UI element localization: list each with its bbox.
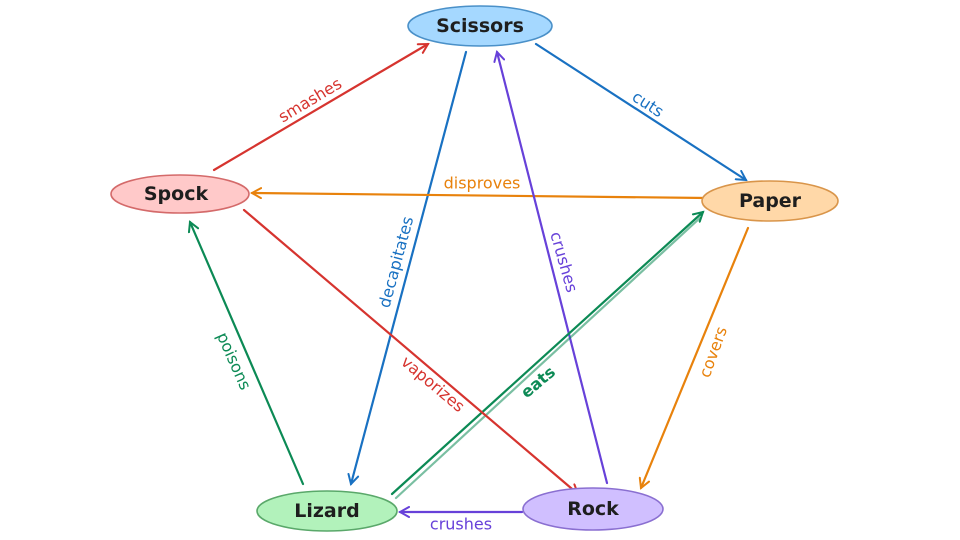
edge-line: [641, 226, 750, 488]
edge-spock-smashes-scissors: smashes: [212, 42, 428, 172]
edge-rock-crushes-scissors: crushes: [497, 52, 609, 485]
edge-line: [534, 42, 746, 180]
edge-lizard-poisons-spock: poisons: [190, 222, 305, 486]
node-scissors-ellipse: [408, 6, 552, 46]
node-paper-outline: [701, 180, 839, 222]
node-spock-label: Spock: [144, 183, 209, 205]
edge-line: [252, 193, 709, 200]
node-scissors[interactable]: Scissors: [407, 5, 553, 47]
node-scissors-label: Scissors: [436, 15, 524, 37]
edge-label-crushes: crushes: [430, 515, 492, 534]
edge-label-disproves: disproves: [444, 174, 521, 193]
edge-scissors-cuts-paper: cuts: [534, 42, 746, 180]
edge-label-covers: covers: [695, 324, 731, 380]
node-lizard-ellipse: [257, 491, 397, 531]
node-scissors-outline: [407, 5, 553, 47]
edge-line-sketch: [394, 216, 702, 500]
node-rock[interactable]: Rock: [522, 487, 664, 531]
node-rock-ellipse: [523, 488, 663, 530]
edge-spock-vaporizes-rock: vaporizes: [242, 208, 578, 494]
node-rock-outline: [522, 487, 664, 531]
node-lizard-outline: [256, 490, 398, 532]
edge-rock-crushes-lizard: crushes: [400, 512, 524, 534]
edge-line: [190, 222, 305, 486]
node-lizard[interactable]: Lizard: [256, 490, 398, 532]
edge-lizard-eats-paper: eats: [390, 212, 703, 500]
edge-paper-covers-rock: covers: [641, 226, 750, 488]
edge-line: [212, 42, 428, 172]
node-rock-label: Rock: [567, 498, 619, 520]
node-paper-label: Paper: [739, 190, 802, 212]
edge-line: [351, 50, 468, 484]
node-paper-ellipse: [702, 181, 838, 221]
edge-line: [390, 212, 703, 496]
edge-line: [242, 208, 578, 494]
node-paper[interactable]: Paper: [701, 180, 839, 222]
edge-paper-disproves-spock: disproves: [252, 174, 709, 200]
edge-label-vaporizes: vaporizes: [397, 352, 468, 416]
edge-scissors-decapitates-lizard: decapitates: [351, 50, 468, 484]
node-spock-ellipse: [111, 175, 249, 213]
edge-line: [497, 52, 609, 485]
node-lizard-label: Lizard: [294, 500, 359, 522]
node-spock-outline: [110, 174, 250, 214]
node-spock[interactable]: Spock: [110, 174, 250, 214]
